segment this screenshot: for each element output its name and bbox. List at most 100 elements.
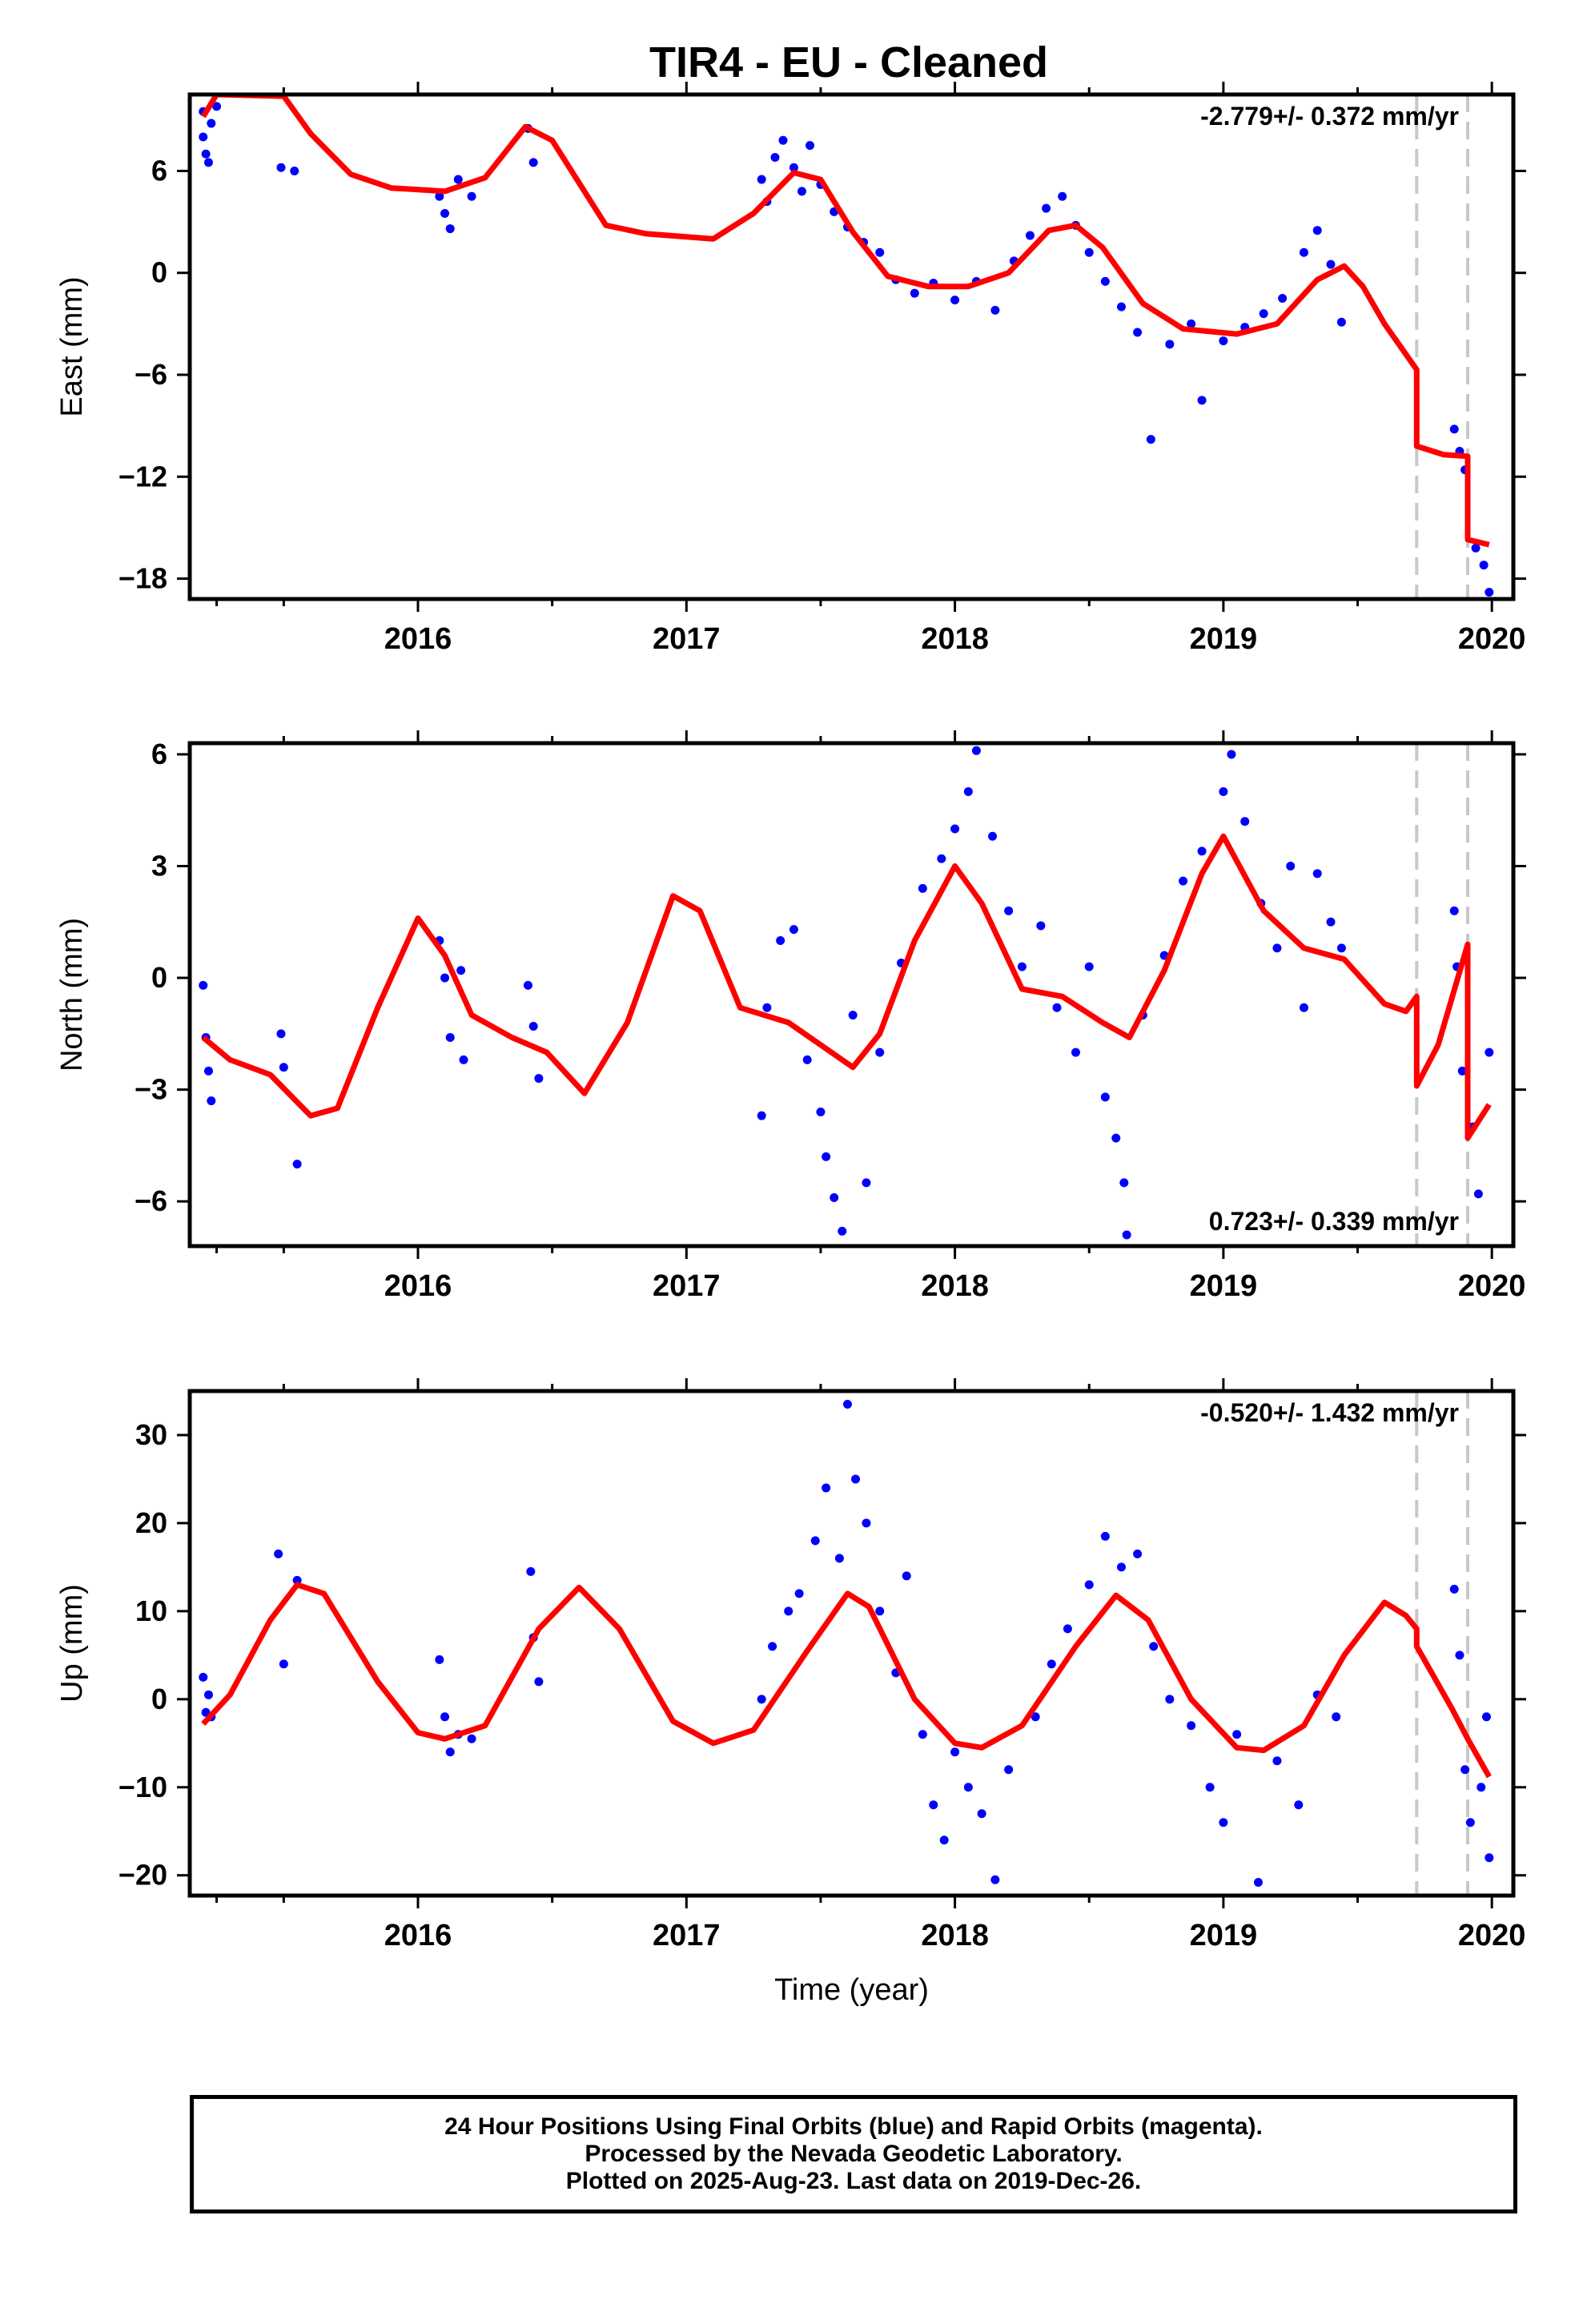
east-point <box>1479 561 1489 570</box>
east-point <box>199 132 208 142</box>
east-point <box>1326 259 1336 269</box>
north-point <box>1197 846 1207 856</box>
north-point <box>757 1111 766 1120</box>
north-point <box>445 1032 455 1042</box>
north-point <box>1004 906 1014 915</box>
up-point <box>1477 1783 1486 1792</box>
panels: 6 0 −6 −12 −18 2016 2017 2018 2019 2020 East (mm) -… <box>55 82 1526 2007</box>
north-point <box>459 1055 468 1064</box>
up-point <box>918 1730 927 1739</box>
east-point <box>201 149 211 159</box>
north-point <box>918 883 927 893</box>
east-point <box>1165 340 1175 349</box>
east-rate-annotation: -2.779+/- 0.372 mm/yr <box>1200 102 1459 131</box>
east-model-line <box>200 94 1490 548</box>
up-point <box>1481 1712 1491 1722</box>
north-ytick-label: −6 <box>135 1184 167 1217</box>
north-point <box>762 1003 772 1012</box>
north-point <box>276 1029 286 1039</box>
north-point <box>1473 1189 1483 1199</box>
north-point <box>279 1063 288 1072</box>
east-point <box>528 158 538 167</box>
north-point <box>1227 750 1236 759</box>
east-point <box>1100 276 1110 286</box>
east-xtick-label: 2020 <box>1458 622 1526 656</box>
north-point <box>776 936 785 946</box>
east-xtick-label: 2018 <box>921 622 989 656</box>
up-point <box>929 1800 938 1810</box>
up-point <box>768 1642 777 1651</box>
north-point <box>1122 1230 1131 1240</box>
up-point <box>1253 1878 1263 1888</box>
east-point <box>1084 247 1094 257</box>
east-point <box>1116 302 1126 312</box>
up-point <box>1272 1756 1282 1766</box>
up-point <box>1187 1721 1196 1731</box>
up-point <box>950 1747 960 1757</box>
up-point <box>467 1734 476 1743</box>
up-point <box>784 1606 794 1616</box>
east-ytick-label: 6 <box>151 154 167 187</box>
east-point <box>1219 336 1228 346</box>
north-point <box>456 966 466 975</box>
east-point <box>1187 319 1196 328</box>
north-rate-annotation: 0.723+/- 0.339 mm/yr <box>1209 1207 1459 1236</box>
up-point <box>842 1399 852 1409</box>
north-point <box>1036 921 1046 931</box>
up-rate-annotation: -0.520+/- 1.432 mm/yr <box>1200 1398 1459 1427</box>
east-point <box>1312 226 1322 235</box>
up-point <box>794 1589 804 1598</box>
up-xlabel: Time (year) <box>774 1973 929 2007</box>
east-xtick-label: 2016 <box>384 622 452 656</box>
north-point <box>1084 962 1094 971</box>
north-xtick-label: 2019 <box>1190 1269 1258 1303</box>
east-point <box>1025 231 1035 240</box>
north-point <box>203 1066 213 1076</box>
north-point <box>534 1074 544 1084</box>
up-point <box>1455 1651 1464 1660</box>
north-point <box>199 980 208 990</box>
north-frame <box>187 741 1516 1248</box>
east-point <box>1485 588 1494 597</box>
east-plot-area <box>199 94 1494 599</box>
north-point <box>1312 869 1322 879</box>
east-point <box>1259 309 1268 319</box>
up-point <box>875 1606 885 1616</box>
panel-north: 6 3 0 −3 −6 2016 2017 2018 2019 2020 North (mm) 0.7… <box>55 730 1526 1303</box>
up-point <box>1100 1531 1110 1541</box>
east-point <box>757 175 766 184</box>
east-ytick-label: −12 <box>119 460 167 493</box>
up-xtick-label: 2018 <box>921 1919 989 1952</box>
up-ytick-label: 0 <box>151 1683 167 1715</box>
east-ylabel: East (mm) <box>55 276 89 416</box>
north-xtick-label: 2020 <box>1458 1269 1526 1303</box>
east-point <box>789 163 798 172</box>
up-point <box>977 1809 986 1819</box>
east-point <box>435 191 444 201</box>
up-point <box>1232 1730 1242 1739</box>
north-point <box>1111 1133 1121 1143</box>
east-point <box>910 288 919 298</box>
north-point <box>822 1152 831 1161</box>
east-ytick-label: 0 <box>151 256 167 289</box>
north-xtick-label: 2017 <box>653 1269 721 1303</box>
north-point <box>1100 1092 1110 1102</box>
up-frame <box>187 1389 1516 1898</box>
east-point <box>875 247 885 257</box>
north-point <box>1336 943 1346 953</box>
east-point <box>203 158 213 167</box>
east-point <box>806 141 815 151</box>
north-point <box>1272 943 1282 953</box>
east-point <box>1058 191 1067 201</box>
up-ytick-label: 20 <box>135 1506 167 1539</box>
up-point <box>435 1655 444 1664</box>
up-point <box>1219 1818 1228 1827</box>
north-point <box>1326 917 1336 927</box>
up-point <box>1031 1712 1040 1722</box>
east-point <box>1336 317 1346 327</box>
north-xtick-label: 2018 <box>921 1269 989 1303</box>
north-point <box>988 831 998 841</box>
north-point <box>1017 962 1027 971</box>
up-point <box>822 1483 831 1493</box>
north-point <box>1240 817 1250 826</box>
